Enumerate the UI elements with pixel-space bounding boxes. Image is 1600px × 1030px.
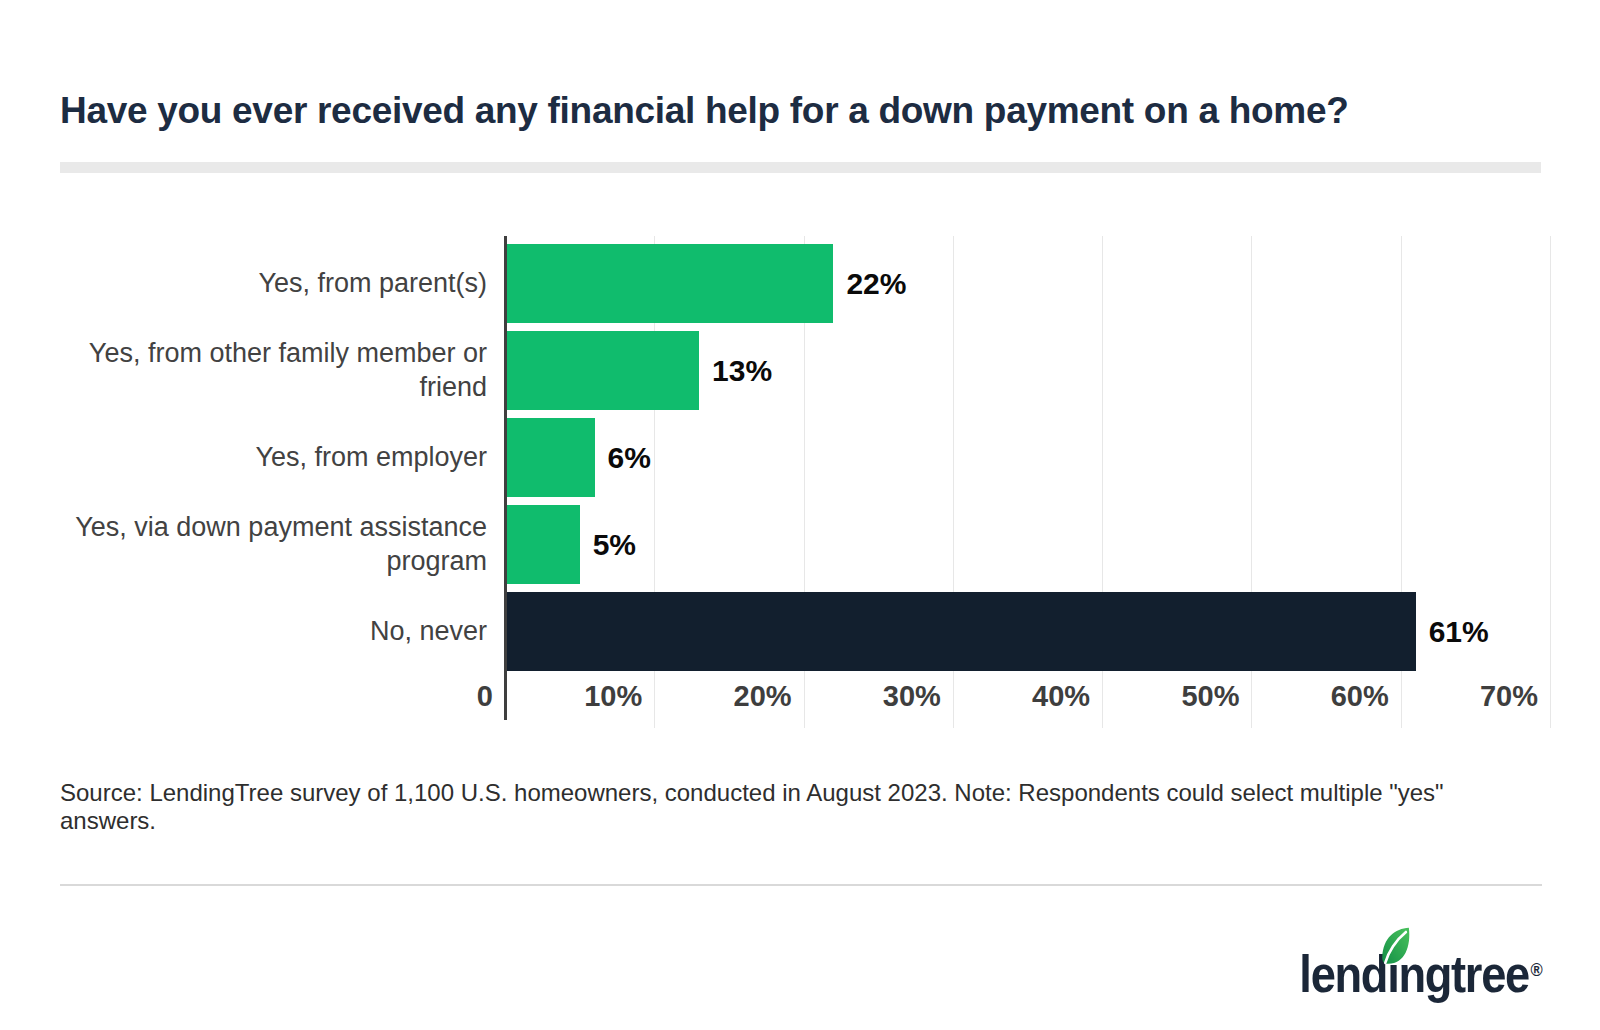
bar-track: 5% — [505, 505, 1550, 584]
value-label: 6% — [608, 441, 651, 475]
bar-track: 61% — [505, 592, 1550, 671]
title-underline — [60, 162, 1541, 173]
x-tick-label: 0 — [353, 680, 493, 713]
bar-track: 6% — [505, 418, 1550, 497]
bar-chart: 0 10% 20% 30% 40% 50% 60% 70% Yes, from parent(… — [60, 236, 1600, 728]
bar — [505, 592, 1416, 671]
bar-track: 22% — [505, 244, 1550, 323]
logo-letter-i: ı — [1387, 946, 1398, 1003]
bar-row: Yes, via down payment assistance program… — [60, 501, 1600, 588]
value-label: 22% — [846, 267, 906, 301]
bar — [505, 418, 595, 497]
category-label: Yes, via down payment assistance program — [60, 511, 505, 577]
y-axis-line — [504, 236, 507, 720]
x-tick-label: 60% — [1249, 680, 1389, 713]
bar-rows: Yes, from parent(s) 22% Yes, from other fa… — [60, 240, 1600, 675]
category-label: Yes, from employer — [60, 441, 505, 474]
bar-row: Yes, from parent(s) 22% — [60, 240, 1600, 327]
x-tick-label: 40% — [950, 680, 1090, 713]
footer-divider — [60, 884, 1542, 886]
logo-text-post: ngtree — [1399, 946, 1529, 1003]
bar-row: Yes, from other family member or friend 1… — [60, 327, 1600, 414]
leaf-icon — [1377, 926, 1415, 968]
category-label: No, never — [60, 615, 505, 648]
source-note: Source: LendingTree survey of 1,100 U.S.… — [60, 779, 1540, 835]
x-tick-label: 10% — [502, 680, 642, 713]
x-tick-label: 50% — [1099, 680, 1239, 713]
lendingtree-logo: lendı ngtree® — [1300, 946, 1543, 1003]
category-label: Yes, from parent(s) — [60, 267, 505, 300]
bar — [505, 505, 580, 584]
x-tick-label: 70% — [1398, 680, 1538, 713]
value-label: 5% — [593, 528, 636, 562]
bar-track: 13% — [505, 331, 1550, 410]
category-label: Yes, from other family member or friend — [60, 337, 505, 403]
bar — [505, 331, 699, 410]
x-tick-label: 20% — [652, 680, 792, 713]
bar-row: Yes, from employer 6% — [60, 414, 1600, 501]
registered-mark: ® — [1531, 960, 1543, 981]
value-label: 61% — [1429, 615, 1489, 649]
bar-row: No, never 61% — [60, 588, 1600, 675]
bar — [505, 244, 833, 323]
logo-text-pre: lend — [1300, 946, 1388, 1003]
value-label: 13% — [712, 354, 772, 388]
chart-title: Have you ever received any financial hel… — [60, 90, 1540, 132]
x-tick-label: 30% — [801, 680, 941, 713]
